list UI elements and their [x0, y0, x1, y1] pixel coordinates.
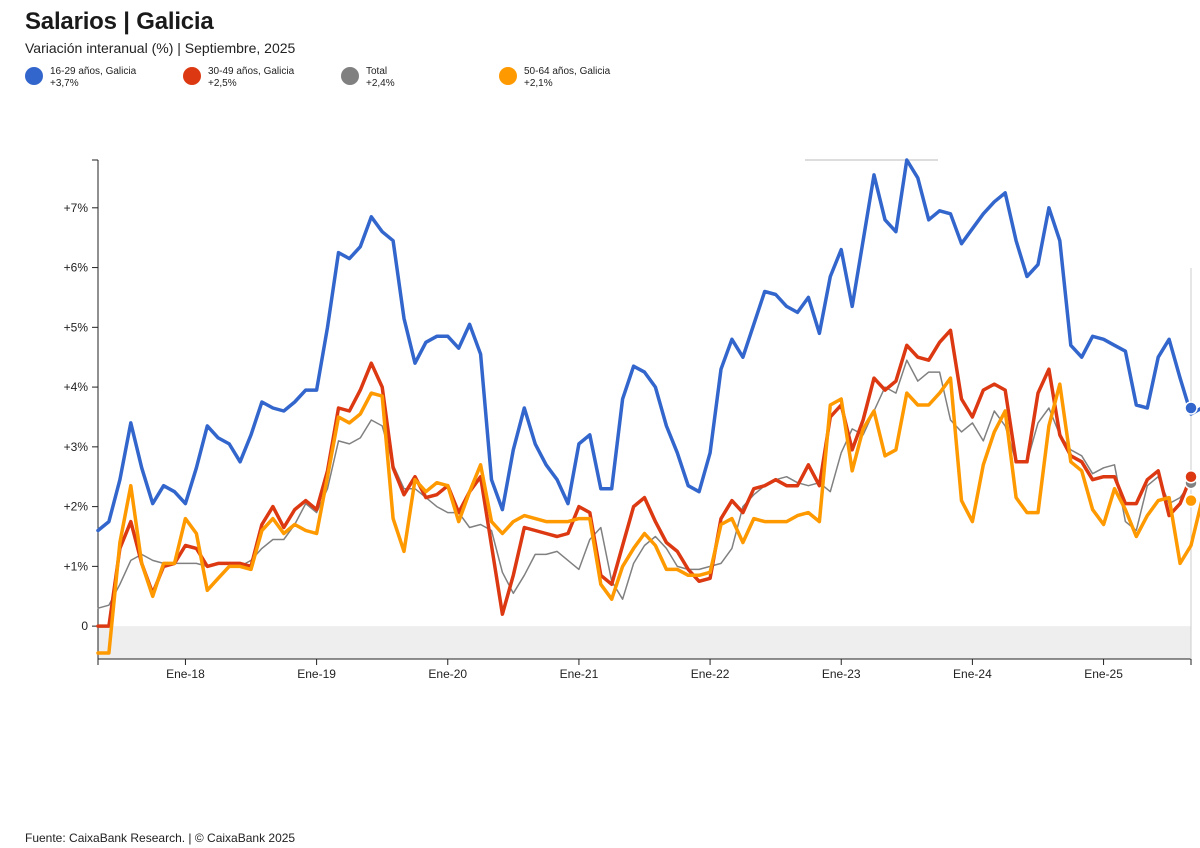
legend-item-16-29[interactable]: 16-29 años, Galicia +3,7% [25, 66, 136, 90]
y-tick-label: +4% [64, 380, 89, 394]
legend-item-30-49[interactable]: 30-49 años, Galicia +2,5% [183, 66, 294, 90]
legend-label-16-29: 16-29 años, Galicia [50, 66, 137, 77]
series-line-30-49-a-os-galicia [96, 328, 1193, 628]
x-tick-label: Ene-21 [560, 667, 599, 681]
legend-dot-16-29 [25, 67, 43, 85]
series-line-16-29-a-os-galicia [96, 158, 1200, 533]
x-tick-label: Ene-18 [166, 667, 205, 681]
legend-value-30-49: +2,5% [208, 78, 237, 89]
legend-value-50-64: +2,1% [524, 78, 553, 89]
negative-zone [98, 626, 1191, 659]
y-tick-label: +6% [64, 261, 89, 275]
end-marker-50-64-a-os-galicia [1184, 493, 1198, 508]
end-marker-16-29-a-os-galicia [1184, 401, 1198, 415]
x-tick-label: Ene-19 [297, 667, 336, 681]
legend-value-total: +2,4% [366, 78, 395, 89]
source-note: Fuente: CaixaBank Research. | © CaixaBan… [25, 831, 296, 845]
y-tick-label: +5% [64, 320, 89, 334]
legend: 16-29 años, Galicia +3,7% 30-49 años, Ga… [25, 66, 1175, 96]
x-tick-label: Ene-24 [953, 667, 992, 681]
x-tick-label: Ene-23 [822, 667, 861, 681]
series-line-total [97, 359, 1192, 609]
legend-dot-50-64 [499, 67, 517, 85]
legend-label-30-49: 30-49 años, Galicia [208, 66, 295, 77]
y-tick-label: +7% [64, 201, 89, 215]
y-tick-label: +1% [64, 559, 89, 573]
series-line-50-64-a-os-galicia [96, 376, 1200, 655]
chart-subtitle: Variación interanual (%) | Septiembre, 2… [25, 40, 296, 56]
y-tick-label: 0 [81, 619, 88, 633]
x-tick-label: Ene-20 [428, 667, 467, 681]
legend-label-total: Total [366, 66, 388, 77]
x-tick-label: Ene-25 [1084, 667, 1123, 681]
legend-value-16-29: +3,7% [50, 78, 79, 89]
y-tick-label: +2% [64, 500, 89, 514]
x-tick-label: Ene-22 [691, 667, 730, 681]
legend-dot-total [341, 67, 359, 85]
y-tick-label: +3% [64, 440, 89, 454]
chart-title: Salarios | Galicia [25, 8, 214, 35]
end-marker-30-49-a-os-galicia [1184, 469, 1198, 484]
legend-dot-30-49 [183, 67, 201, 85]
legend-label-50-64: 50-64 años, Galicia [524, 66, 611, 77]
legend-item-50-64[interactable]: 50-64 años, Galicia +2,1% [499, 66, 610, 90]
legend-item-total[interactable]: Total +2,4% [341, 66, 395, 90]
